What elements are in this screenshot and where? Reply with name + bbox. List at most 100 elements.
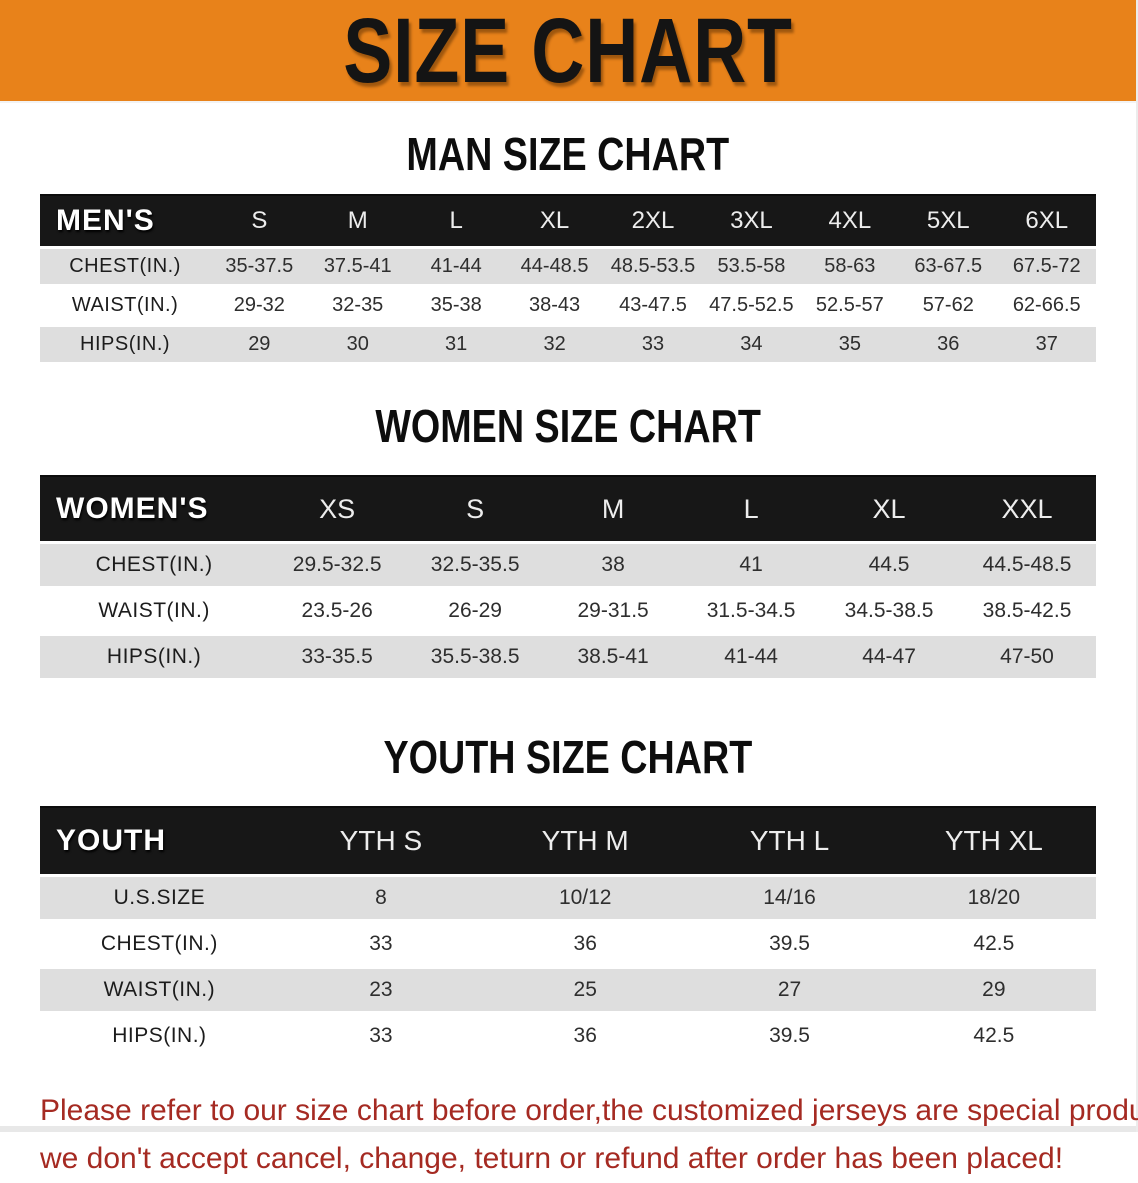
size-value-cell: 33	[603, 325, 703, 366]
size-value-cell: 44-47	[820, 634, 959, 682]
size-value-cell: 30	[308, 325, 407, 366]
bottom-edge-strip	[0, 1126, 1136, 1132]
size-value-cell: 57-62	[899, 286, 998, 327]
size-value-cell: 42.5	[891, 1013, 1096, 1061]
size-value-cell: 26-29	[406, 588, 545, 636]
row-label: WAIST(IN.)	[40, 286, 211, 327]
row-label: CHEST(IN.)	[40, 542, 269, 590]
size-value-cell: 35	[800, 325, 900, 366]
size-value-cell: 41-44	[682, 634, 821, 682]
size-value-cell: 32	[505, 325, 604, 366]
size-value-cell: 58-63	[800, 247, 900, 288]
page-title: SIZE CHART	[343, 0, 793, 102]
size-value-cell: 52.5-57	[800, 286, 900, 327]
size-value-cell: 38-43	[505, 286, 604, 327]
size-value-cell: 31	[406, 325, 506, 366]
size-value-cell: 29	[891, 967, 1096, 1015]
size-value-cell: 47.5-52.5	[702, 286, 801, 327]
row-label: CHEST(IN.)	[40, 921, 279, 969]
row-label: U.S.SIZE	[40, 875, 279, 923]
size-column-header: 6XL	[997, 194, 1096, 249]
table-corner-label: WOMEN'S	[40, 475, 269, 544]
table-row: WAIST(IN.) 23.5-26 26-29 29-31.5 31.5-34.5 34…	[40, 588, 1096, 636]
table-row: CHEST(IN.) 35-37.5 37.5-41 41-44 44-48.5 48.5…	[40, 247, 1096, 288]
size-column-header: S	[406, 475, 545, 544]
size-column-header: XXL	[958, 475, 1096, 544]
size-value-cell: 25	[483, 967, 688, 1015]
size-value-cell: 39.5	[687, 1013, 892, 1061]
size-value-cell: 53.5-58	[702, 247, 801, 288]
size-value-cell: 34.5-38.5	[820, 588, 959, 636]
size-column-header: 3XL	[702, 194, 801, 249]
size-value-cell: 29-31.5	[544, 588, 683, 636]
size-value-cell: 43-47.5	[603, 286, 703, 327]
size-value-cell: 62-66.5	[997, 286, 1096, 327]
size-value-cell: 36	[483, 921, 688, 969]
men-section-heading: MAN SIZE CHART	[0, 103, 1136, 194]
size-value-cell: 32-35	[308, 286, 407, 327]
size-value-cell: 29.5-32.5	[268, 542, 407, 590]
row-label: HIPS(IN.)	[40, 325, 211, 366]
youth-table: YOUTH YTH S YTH M YTH L YTH XL U.S.SIZE 8 10/12…	[40, 806, 1096, 1061]
size-value-cell: 39.5	[687, 921, 892, 969]
size-column-header: M	[308, 194, 407, 249]
size-value-cell: 8	[278, 875, 484, 923]
women-table: WOMEN'S XS S M L XL XXL CHEST(IN.) 29.5-32.5 32.5…	[40, 475, 1096, 682]
disclaimer-note: Please refer to our size chart before or…	[40, 1087, 1138, 1183]
size-value-cell: 36	[483, 1013, 688, 1061]
size-value-cell: 31.5-34.5	[682, 588, 821, 636]
table-row: CHEST(IN.) 33 36 39.5 42.5	[40, 921, 1096, 969]
size-value-cell: 38	[544, 542, 683, 590]
size-value-cell: 44.5-48.5	[958, 542, 1096, 590]
size-value-cell: 47-50	[958, 634, 1096, 682]
size-value-cell: 44.5	[820, 542, 959, 590]
youth-section-heading: YOUTH SIZE CHART	[0, 682, 1136, 806]
size-column-header: YTH M	[483, 806, 688, 877]
size-value-cell: 37.5-41	[308, 247, 407, 288]
size-column-header: S	[210, 194, 309, 249]
men-section-heading-text: MAN SIZE CHART	[406, 128, 730, 180]
size-value-cell: 33	[278, 921, 484, 969]
size-value-cell: 33	[278, 1013, 484, 1061]
size-value-cell: 29	[210, 325, 309, 366]
table-row: WAIST(IN.) 29-32 32-35 35-38 38-43 43-47.5 47.…	[40, 286, 1096, 327]
men-table: MEN'S S M L XL 2XL 3XL 4XL 5XL 6XL CHEST(IN.) 35-37…	[40, 194, 1096, 366]
size-value-cell: 33-35.5	[268, 634, 407, 682]
size-value-cell: 67.5-72	[997, 247, 1096, 288]
size-column-header: XL	[820, 475, 959, 544]
table-row: WAIST(IN.) 23 25 27 29	[40, 967, 1096, 1015]
table-row: HIPS(IN.) 29 30 31 32 33 34 35 36 37	[40, 325, 1096, 366]
size-column-header: 5XL	[899, 194, 998, 249]
size-value-cell: 38.5-42.5	[958, 588, 1096, 636]
row-label: WAIST(IN.)	[40, 967, 279, 1015]
table-row: U.S.SIZE 8 10/12 14/16 18/20	[40, 875, 1096, 923]
size-value-cell: 23.5-26	[268, 588, 407, 636]
size-column-header: YTH L	[687, 806, 892, 877]
size-value-cell: 23	[278, 967, 484, 1015]
size-column-header: M	[544, 475, 683, 544]
size-column-header: 2XL	[603, 194, 703, 249]
size-value-cell: 36	[899, 325, 998, 366]
womens-size-table: WOMEN'S XS S M L XL XXL CHEST(IN.) 29.5-32.5 32.5…	[40, 475, 1096, 682]
size-value-cell: 10/12	[483, 875, 688, 923]
size-column-header: L	[406, 194, 506, 249]
size-value-cell: 63-67.5	[899, 247, 998, 288]
size-value-cell: 32.5-35.5	[406, 542, 545, 590]
size-column-header: L	[682, 475, 821, 544]
disclaimer-line-1: Please refer to our size chart before or…	[40, 1094, 1138, 1127]
size-column-header: XS	[268, 475, 407, 544]
size-value-cell: 35-38	[406, 286, 506, 327]
women-section-heading-text: WOMEN SIZE CHART	[375, 400, 761, 452]
row-label: WAIST(IN.)	[40, 588, 269, 636]
banner: SIZE CHART	[0, 0, 1136, 103]
size-value-cell: 35.5-38.5	[406, 634, 545, 682]
size-column-header: XL	[505, 194, 604, 249]
size-value-cell: 41	[682, 542, 821, 590]
table-corner-label: YOUTH	[40, 806, 279, 877]
size-column-header: YTH S	[278, 806, 484, 877]
youth-size-table: YOUTH YTH S YTH M YTH L YTH XL U.S.SIZE 8 10/12…	[40, 806, 1096, 1061]
women-section-heading: WOMEN SIZE CHART	[0, 366, 1136, 475]
size-value-cell: 41-44	[406, 247, 506, 288]
table-row: CHEST(IN.) 29.5-32.5 32.5-35.5 38 41 44.5 44.5…	[40, 542, 1096, 590]
